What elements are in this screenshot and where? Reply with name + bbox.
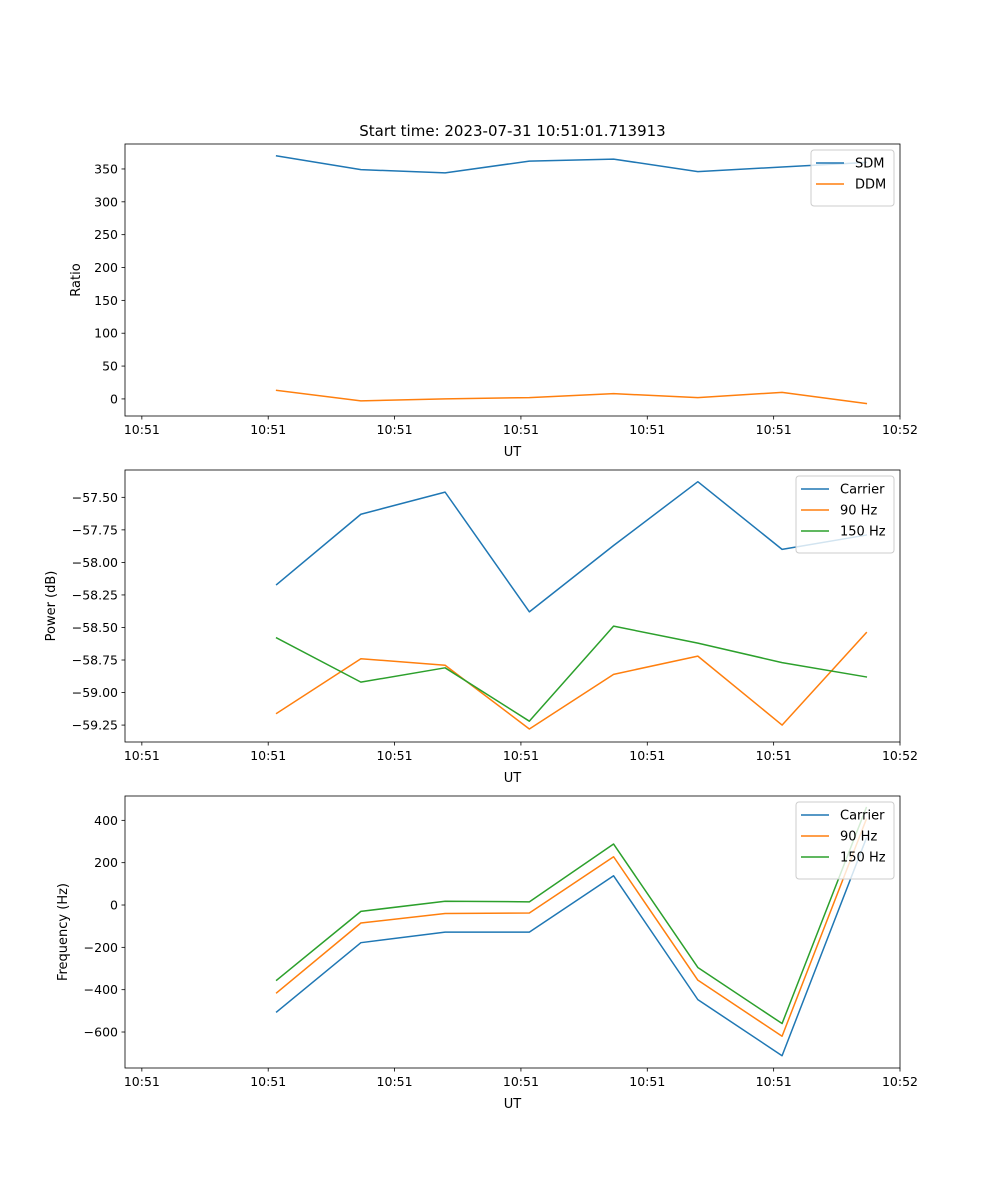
y-tick-label: 250 (94, 227, 118, 242)
y-tick-label: 150 (94, 293, 118, 308)
legend: Carrier 90 Hz 150 Hz (795, 801, 895, 880)
x-tick-label: 10:51 (629, 748, 665, 763)
series-line-sdm (275, 154, 868, 174)
y-axis-label: Ratio (69, 263, 84, 296)
x-tick-label: 10:51 (503, 422, 539, 437)
y-tick-label: −59.00 (72, 685, 118, 700)
legend-box (810, 149, 895, 207)
series-line-ddm (275, 389, 868, 405)
x-tick-label: 10:51 (377, 748, 413, 763)
y-tick-label: 200 (94, 260, 118, 275)
x-tick-label: 10:51 (377, 1074, 413, 1089)
y-tick-label: 300 (94, 194, 118, 209)
y-tick-label: −200 (84, 940, 118, 955)
x-tick-label: 10:51 (124, 748, 160, 763)
x-tick-label: 10:52 (882, 748, 918, 763)
legend-label: DDM (855, 178, 886, 193)
y-tick-label: −600 (84, 1025, 118, 1040)
y-tick-label: −59.25 (72, 718, 118, 733)
x-tick-label: 10:51 (124, 1074, 160, 1089)
x-tick-label: 10:51 (250, 1074, 286, 1089)
y-tick-label: −400 (84, 982, 118, 997)
x-axis-label: UT (504, 445, 522, 460)
x-tick-label: 10:51 (756, 1074, 792, 1089)
y-axis-label: Power (dB) (44, 571, 59, 642)
y-tick-label: 0 (110, 898, 118, 913)
legend-label: Carrier (840, 483, 885, 498)
axes-frame (124, 469, 901, 743)
x-tick-label: 10:51 (503, 1074, 539, 1089)
series-line-carrier (275, 480, 868, 613)
x-tick-label: 10:51 (756, 748, 792, 763)
series-line-150-hz (275, 806, 868, 1025)
series-line-90-hz (275, 631, 868, 730)
y-tick-label: 350 (94, 161, 118, 176)
legend: Carrier 90 Hz 150 Hz (795, 475, 895, 554)
legend-label: 150 Hz (840, 851, 886, 866)
x-tick-label: 10:51 (503, 748, 539, 763)
x-tick-label: 10:51 (756, 422, 792, 437)
x-tick-label: 10:52 (882, 1074, 918, 1089)
y-axis-label: Frequency (Hz) (56, 883, 71, 981)
y-tick-label: −58.00 (72, 555, 118, 570)
axes-frame (124, 143, 901, 417)
x-tick-label: 10:52 (882, 422, 918, 437)
x-tick-label: 10:51 (250, 748, 286, 763)
subplot-2: 10:51 10:51 10:51 10:51 10:51 10:51 10:52 −59.2… (44, 469, 918, 786)
chart-title: Start time: 2023-07-31 10:51:01.713913 (359, 122, 665, 140)
legend-label: 90 Hz (840, 830, 877, 845)
subplot-1: 10:51 10:51 10:51 10:51 10:51 10:51 10:52 0 50 10… (69, 143, 918, 460)
y-tick-label: 400 (94, 813, 118, 828)
y-tick-label: −58.50 (72, 620, 118, 635)
axes-frame (124, 795, 901, 1069)
x-tick-label: 10:51 (629, 422, 665, 437)
y-tick-label: 50 (102, 359, 118, 374)
legend-box (795, 475, 895, 554)
x-tick-label: 10:51 (124, 422, 160, 437)
subplot-3: 10:51 10:51 10:51 10:51 10:51 10:51 10:52 −600 −… (56, 795, 918, 1112)
y-tick-label: 200 (94, 855, 118, 870)
legend: SDM DDM (810, 149, 895, 207)
legend-label: SDM (855, 157, 884, 172)
y-tick-label: −58.75 (72, 653, 118, 668)
series-line-carrier (275, 837, 868, 1057)
x-tick-label: 10:51 (250, 422, 286, 437)
x-tick-label: 10:51 (629, 1074, 665, 1089)
x-tick-label: 10:51 (377, 422, 413, 437)
legend-label: 150 Hz (840, 525, 886, 540)
series-line-150-hz (275, 625, 868, 722)
legend-box (795, 801, 895, 880)
x-axis-label: UT (504, 1097, 522, 1112)
legend-label: Carrier (840, 809, 885, 824)
legend-label: 90 Hz (840, 504, 877, 519)
y-tick-label: −58.25 (72, 587, 118, 602)
y-tick-label: −57.50 (72, 490, 118, 505)
y-tick-label: −57.75 (72, 522, 118, 537)
y-tick-label: 100 (94, 326, 118, 341)
series-line-90-hz (275, 818, 868, 1037)
x-axis-label: UT (504, 771, 522, 786)
y-tick-label: 0 (110, 391, 118, 406)
